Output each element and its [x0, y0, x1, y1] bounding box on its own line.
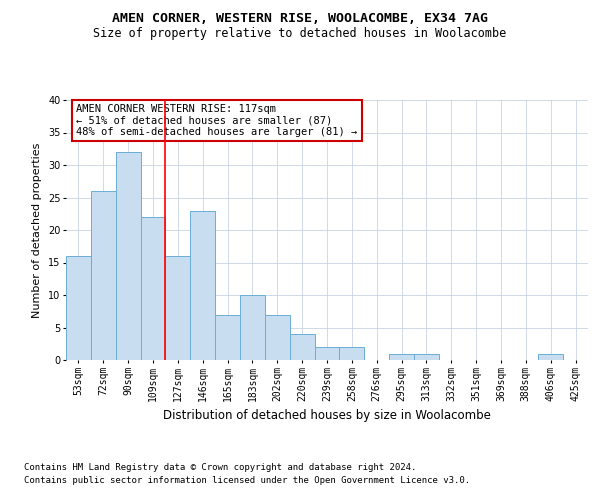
Bar	[265, 314, 290, 360]
Y-axis label: Number of detached properties: Number of detached properties	[32, 142, 43, 318]
Bar	[314, 347, 340, 360]
Bar	[240, 295, 265, 360]
Bar	[215, 314, 240, 360]
Bar	[166, 256, 190, 360]
Text: Size of property relative to detached houses in Woolacombe: Size of property relative to detached ho…	[94, 28, 506, 40]
Bar	[290, 334, 314, 360]
Bar	[190, 210, 215, 360]
Bar	[116, 152, 140, 360]
Text: AMEN CORNER, WESTERN RISE, WOOLACOMBE, EX34 7AG: AMEN CORNER, WESTERN RISE, WOOLACOMBE, E…	[112, 12, 488, 26]
Text: Contains public sector information licensed under the Open Government Licence v3: Contains public sector information licen…	[24, 476, 470, 485]
Bar	[414, 354, 439, 360]
Bar	[91, 191, 116, 360]
Bar	[66, 256, 91, 360]
Bar	[340, 347, 364, 360]
Text: Contains HM Land Registry data © Crown copyright and database right 2024.: Contains HM Land Registry data © Crown c…	[24, 464, 416, 472]
Bar	[538, 354, 563, 360]
Text: AMEN CORNER WESTERN RISE: 117sqm
← 51% of detached houses are smaller (87)
48% o: AMEN CORNER WESTERN RISE: 117sqm ← 51% o…	[76, 104, 358, 137]
Bar	[389, 354, 414, 360]
Bar	[140, 217, 166, 360]
X-axis label: Distribution of detached houses by size in Woolacombe: Distribution of detached houses by size …	[163, 409, 491, 422]
